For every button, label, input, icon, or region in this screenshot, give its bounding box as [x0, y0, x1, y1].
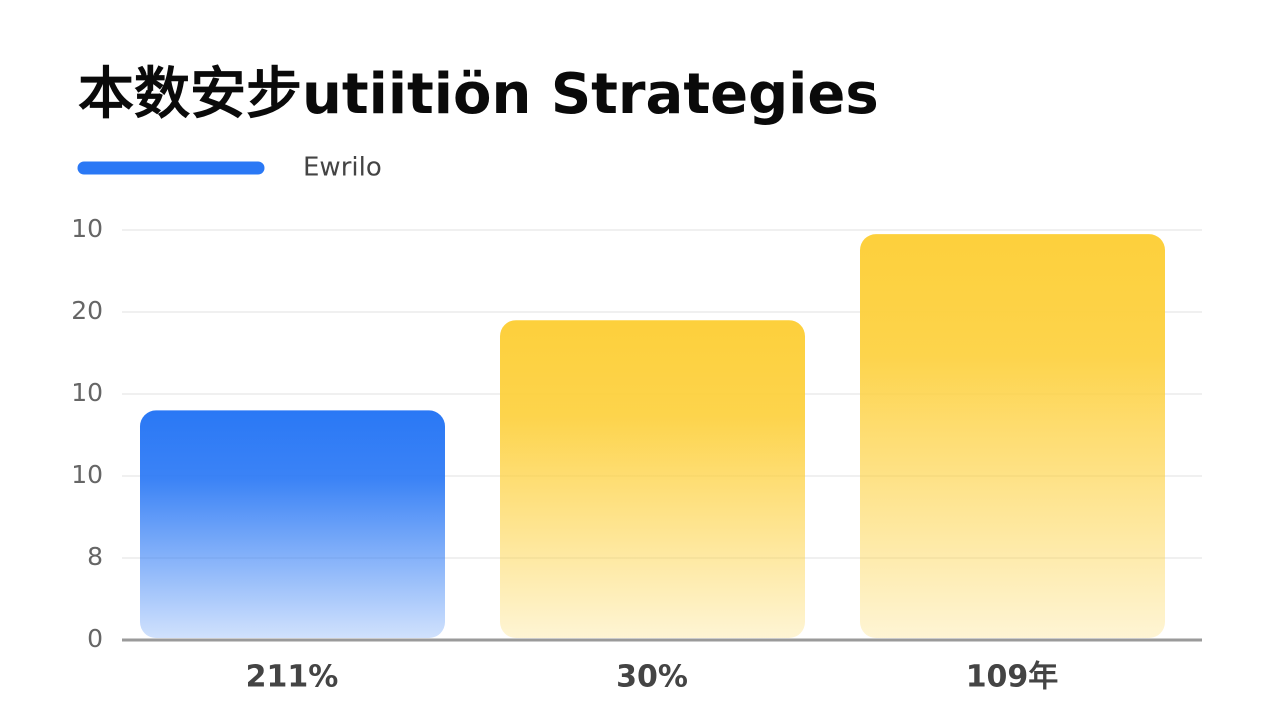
x-tick-label: 211% — [246, 660, 339, 695]
bar — [140, 410, 445, 638]
y-tick-label: 20 — [71, 296, 103, 325]
y-tick-label: 0 — [87, 624, 103, 653]
chart-title: 本数安步utiitiön Strategies — [78, 62, 879, 127]
y-tick-label: 10 — [71, 378, 103, 407]
y-tick-label: 10 — [71, 460, 103, 489]
x-tick-label: 30% — [616, 660, 688, 695]
bar — [500, 320, 805, 638]
bar — [860, 234, 1165, 638]
y-tick-label: 10 — [71, 214, 103, 243]
legend-label: Ewrilo — [303, 153, 382, 183]
y-tick-label: 8 — [87, 542, 103, 571]
x-tick-label: 109年 — [966, 660, 1059, 695]
